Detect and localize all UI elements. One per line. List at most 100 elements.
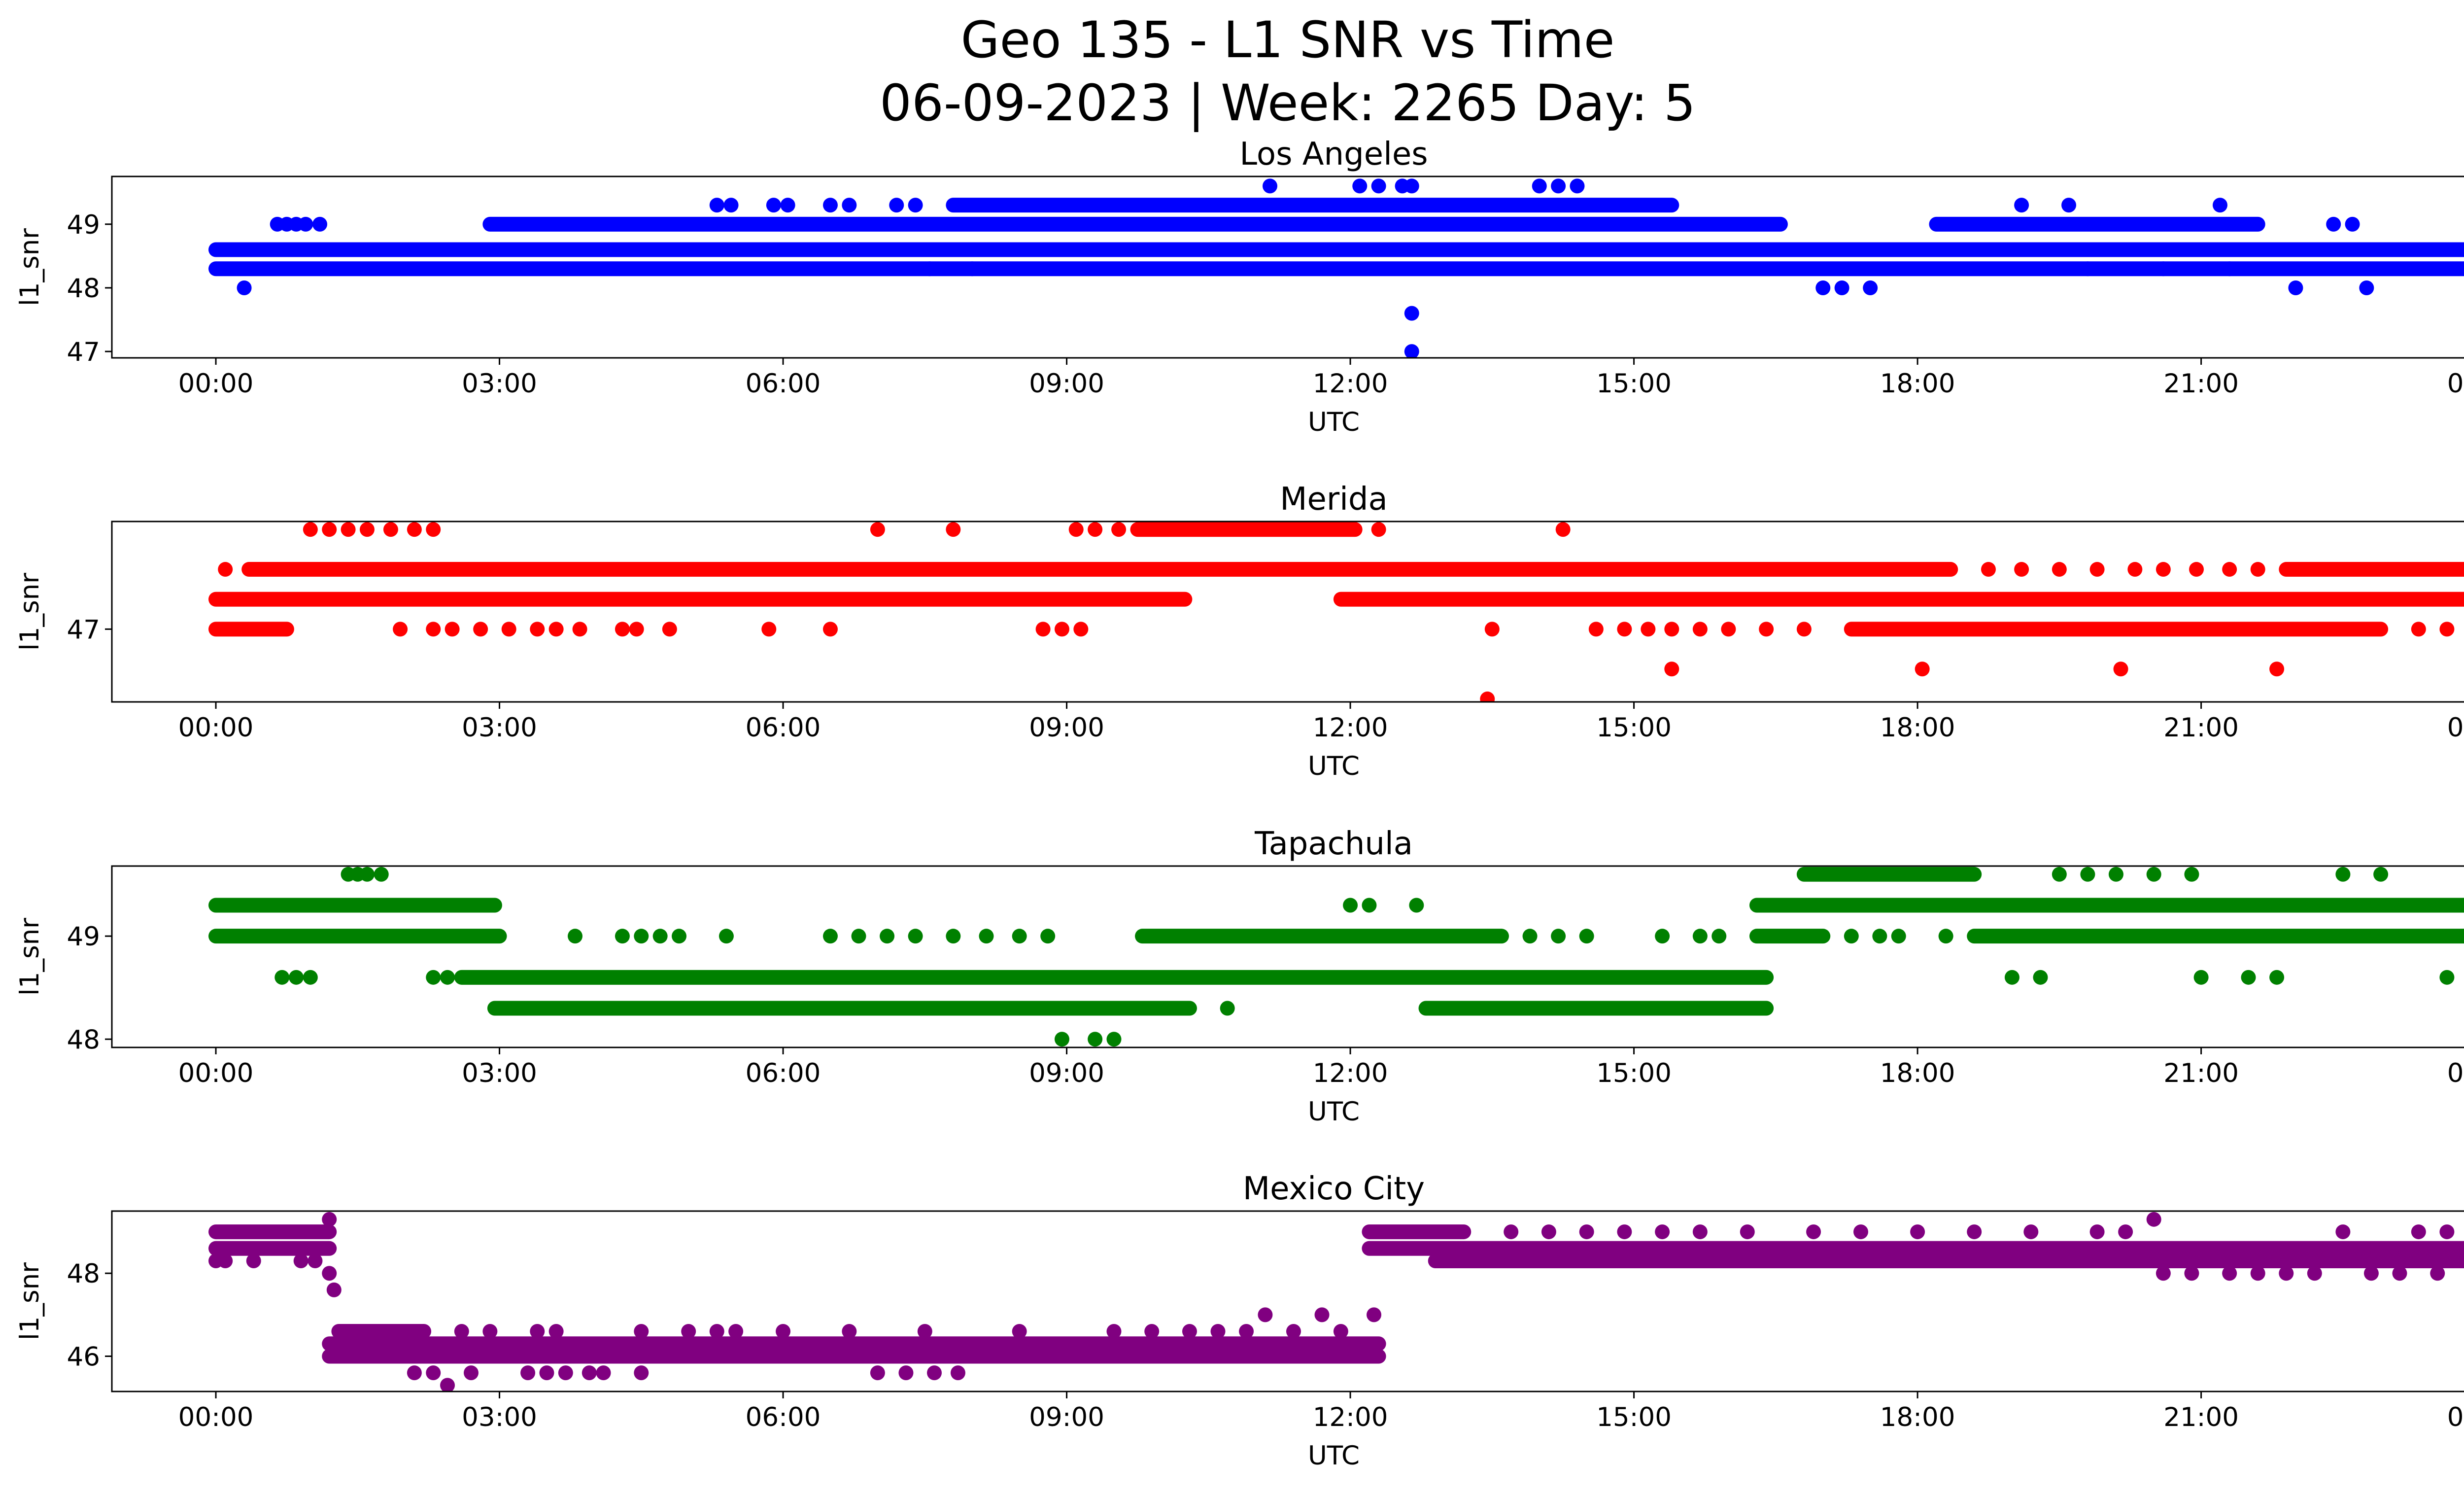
data-point	[1088, 1032, 1103, 1047]
data-point	[615, 622, 630, 637]
y-tick-label: 46	[67, 1342, 100, 1372]
panel-merida: Merida 00:00 03:00 06:00 09:00 12:00 15:00 18:0…	[15, 481, 2464, 781]
data-point	[2014, 198, 2029, 213]
data-point	[946, 522, 961, 537]
data-point	[1352, 178, 1368, 194]
data-point	[2359, 280, 2374, 295]
x-axis-label: UTC	[1308, 751, 1360, 781]
data-point	[246, 1253, 261, 1268]
x-tick-label: 21:00	[2163, 1402, 2239, 1432]
data-point	[2392, 1266, 2407, 1281]
data-point	[1106, 1032, 1122, 1047]
data-point	[237, 280, 252, 295]
data-point	[1692, 1224, 1708, 1240]
data-point	[851, 929, 866, 944]
data-point	[1106, 1324, 1122, 1339]
x-tick-label: 15:00	[1596, 369, 1672, 399]
data-point	[2089, 1224, 2105, 1240]
data-point	[359, 867, 375, 882]
data-point	[2307, 1266, 2322, 1281]
data-point	[568, 929, 583, 944]
data-point	[1522, 242, 1538, 257]
data-point	[2363, 1266, 2379, 1281]
x-tick-label: 12:00	[1313, 713, 1388, 743]
data-point	[1201, 242, 1216, 257]
x-tick-label: 00:00	[2447, 1058, 2464, 1088]
plot-frame	[111, 865, 2464, 1048]
data-point	[1967, 1224, 1982, 1240]
data-point	[548, 1324, 564, 1339]
y-tick-label: 47	[67, 615, 100, 645]
data-point	[2335, 867, 2351, 882]
x-tick-label: 09:00	[1029, 369, 1104, 399]
data-point	[1551, 929, 1566, 944]
data-point	[662, 622, 677, 637]
data-point	[359, 522, 375, 537]
data-point	[2439, 970, 2455, 985]
data-point	[1182, 1324, 1197, 1339]
data-point	[2439, 622, 2455, 637]
y-axis-label: l1_snr	[15, 228, 45, 306]
data-point	[723, 198, 739, 213]
data-point	[2184, 1266, 2199, 1281]
data-point	[766, 198, 781, 213]
data-point	[274, 970, 290, 985]
x-tick-label: 00:00	[2447, 713, 2464, 743]
data-point	[1522, 929, 1538, 944]
x-tick-label: 06:00	[746, 1058, 821, 1088]
data-point	[2269, 661, 2285, 677]
data-point	[1915, 661, 1930, 677]
data-point	[1806, 1224, 1821, 1240]
data-point	[1068, 522, 1084, 537]
data-point	[1891, 929, 1906, 944]
data-point	[776, 1324, 791, 1339]
data-point	[303, 970, 318, 985]
data-point	[530, 622, 545, 637]
y-tick-label: 49	[67, 922, 100, 952]
x-tick-label: 15:00	[1596, 1402, 1672, 1432]
y-axis-label: l1_snr	[15, 573, 45, 651]
data-point	[926, 1365, 942, 1381]
data-point	[1040, 929, 1056, 944]
data-point	[1664, 661, 1679, 677]
data-point	[842, 1324, 857, 1339]
figure-title-line-1: Geo 135 - L1 SNR vs Time	[960, 11, 1615, 70]
data-point	[908, 929, 923, 944]
data-point	[2080, 867, 2095, 882]
x-tick-label: 18:00	[1880, 713, 1955, 743]
data-point	[1910, 1224, 1925, 1240]
data-point	[2156, 1266, 2171, 1281]
data-point	[709, 1324, 724, 1339]
data-point	[463, 1365, 479, 1381]
data-point	[2061, 198, 2077, 213]
data-point	[322, 1266, 337, 1281]
data-point	[2241, 970, 2256, 985]
panel-title: Mexico City	[1243, 1171, 1425, 1207]
data-point	[558, 1365, 573, 1381]
data-point	[1655, 929, 1670, 944]
data-point	[426, 1365, 441, 1381]
plot-frame	[111, 521, 2464, 703]
data-point	[445, 622, 460, 637]
data-point	[946, 929, 961, 944]
data-point	[1371, 178, 1386, 194]
data-point	[2127, 562, 2143, 577]
data-point	[1343, 898, 1358, 913]
data-point	[1740, 1224, 1755, 1240]
data-point	[2004, 970, 2019, 985]
data-point	[2118, 1224, 2133, 1240]
x-tick-label: 00:00	[178, 1402, 254, 1432]
data-point	[1088, 522, 1103, 537]
x-axis-label: UTC	[1308, 1097, 1360, 1127]
data-point	[1692, 622, 1708, 637]
data-point	[1711, 929, 1727, 944]
data-point	[1815, 280, 1831, 295]
figure-title: Geo 135 - L1 SNR vs Time 06-09-2023 | We…	[0, 9, 2464, 135]
data-point	[681, 1324, 696, 1339]
data-point	[2033, 970, 2048, 985]
plot-frame	[111, 175, 2464, 359]
data-point	[1480, 691, 1495, 702]
data-point	[548, 622, 564, 637]
data-point	[822, 929, 838, 944]
